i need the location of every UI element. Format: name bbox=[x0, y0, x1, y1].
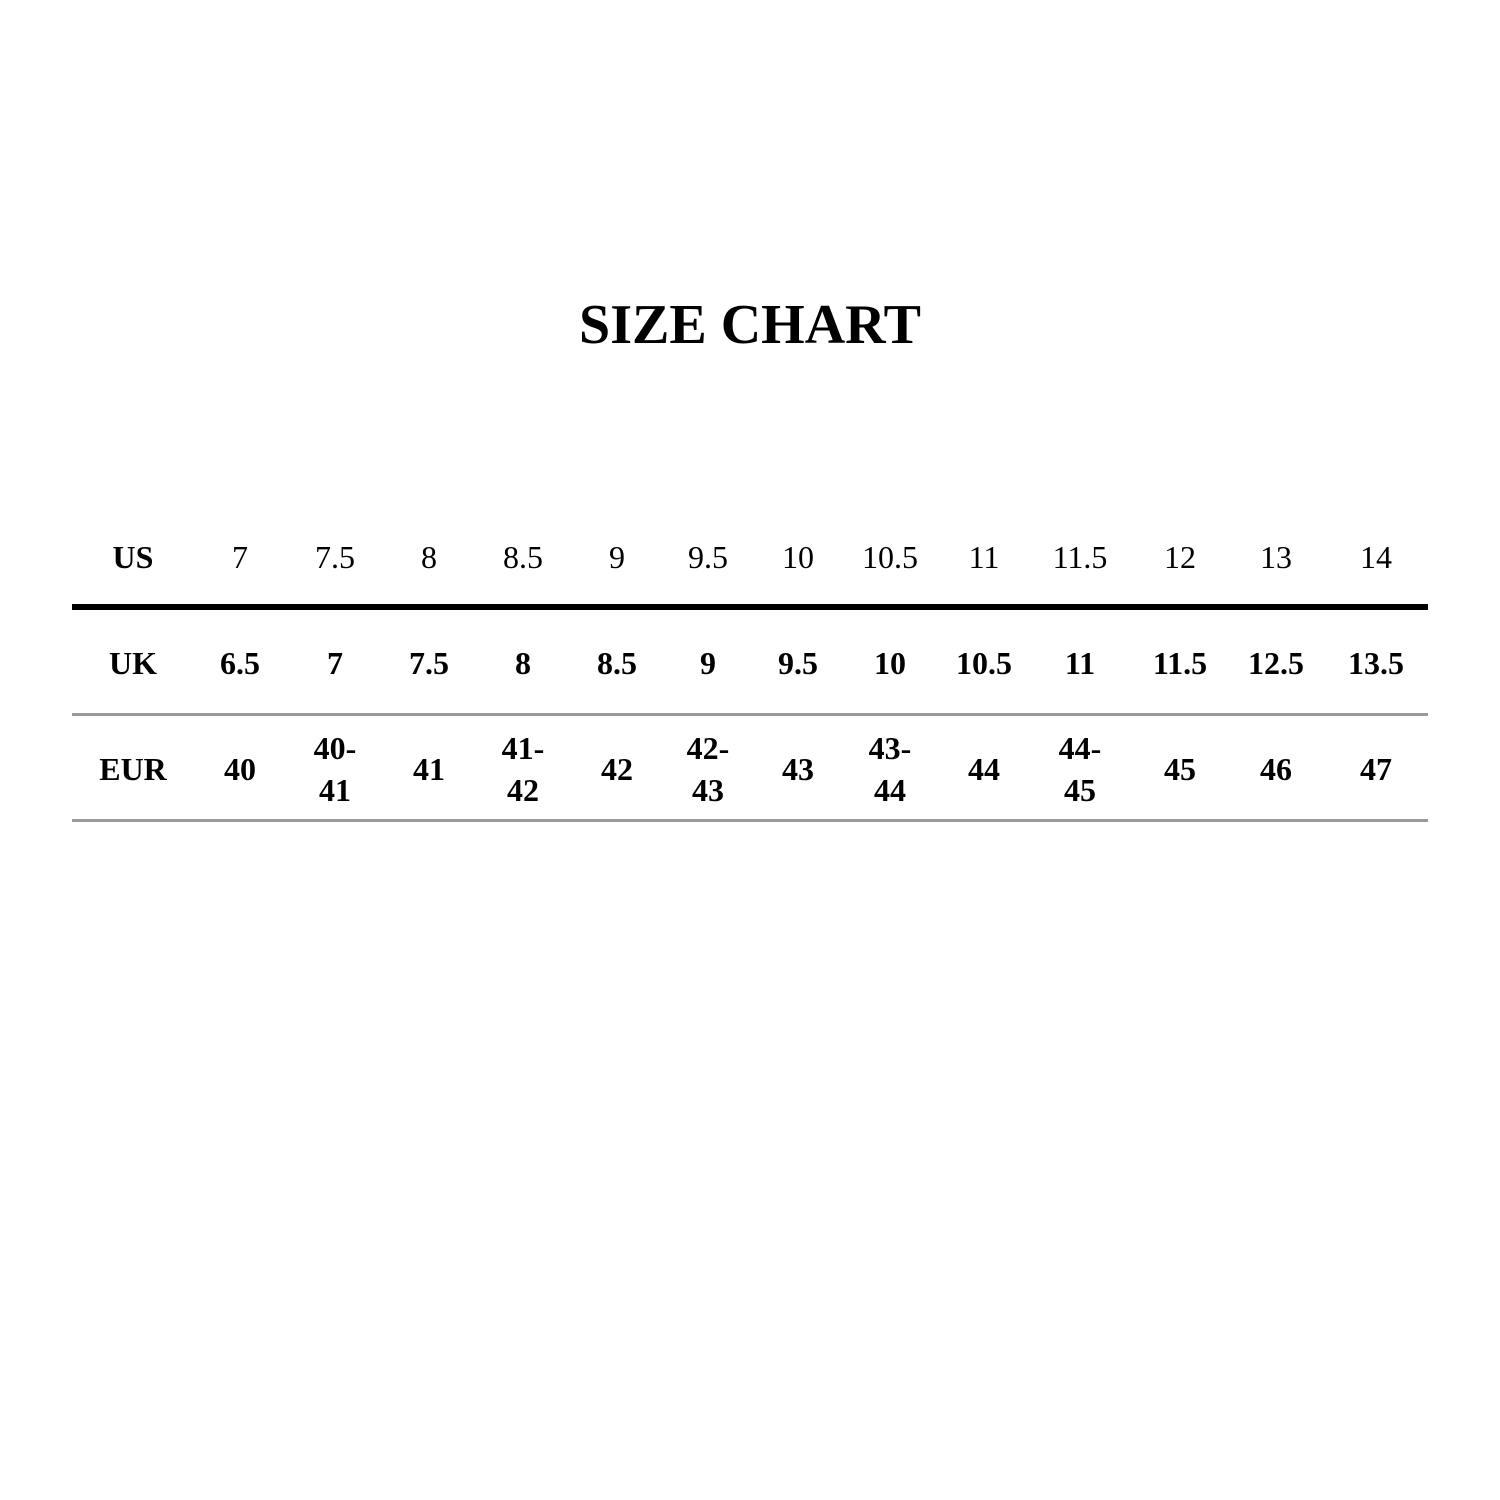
row-divider bbox=[72, 713, 1428, 716]
size-cell: 10.5 bbox=[956, 645, 1012, 681]
size-cell: 12 bbox=[1164, 539, 1196, 575]
size-cell: 9.5 bbox=[778, 645, 818, 681]
size-cell: 42 bbox=[601, 751, 633, 787]
size-cell: 11.5 bbox=[1052, 539, 1108, 575]
size-cell: 41 bbox=[413, 751, 445, 787]
size-cell: 10.5 bbox=[862, 539, 918, 575]
size-cell: 8.5 bbox=[597, 645, 637, 681]
size-cell: 41- 42 bbox=[501, 730, 545, 808]
size-cell: 7 bbox=[232, 539, 248, 575]
size-cell: 44- 45 bbox=[1058, 730, 1102, 808]
size-cell: 8 bbox=[515, 645, 531, 681]
row-divider bbox=[72, 819, 1428, 822]
size-cell: 11 bbox=[968, 539, 1000, 575]
row-label: US bbox=[112, 539, 154, 575]
size-cell: 9.5 bbox=[688, 539, 728, 575]
size-cell: 11.5 bbox=[1152, 645, 1208, 681]
size-cell: 9 bbox=[700, 645, 716, 681]
size-cell: 7.5 bbox=[409, 645, 449, 681]
row-label: EUR bbox=[99, 751, 167, 787]
size-cell: 10 bbox=[782, 539, 814, 575]
size-cell: 13.5 bbox=[1348, 645, 1404, 681]
header-divider bbox=[72, 604, 1428, 610]
size-cell: 40 bbox=[224, 751, 256, 787]
size-cell: 7.5 bbox=[315, 539, 355, 575]
page-title: SIZE CHART bbox=[579, 294, 921, 356]
size-cell: 8 bbox=[421, 539, 437, 575]
size-cell: 45 bbox=[1164, 751, 1196, 787]
size-cell: 13 bbox=[1260, 539, 1292, 575]
size-cell: 46 bbox=[1260, 751, 1292, 787]
size-cell: 11 bbox=[1064, 645, 1096, 681]
size-cell: 6.5 bbox=[220, 645, 260, 681]
size-cell: 47 bbox=[1360, 751, 1392, 787]
size-cell: 12.5 bbox=[1248, 645, 1304, 681]
size-cell: 43- 44 bbox=[868, 730, 912, 808]
size-cell: 8.5 bbox=[503, 539, 543, 575]
size-cell: 7 bbox=[327, 645, 343, 681]
size-cell: 10 bbox=[874, 645, 906, 681]
row-label: UK bbox=[109, 645, 157, 681]
size-cell: 40- 41 bbox=[313, 730, 357, 808]
size-cell: 9 bbox=[609, 539, 625, 575]
size-cell: 14 bbox=[1360, 539, 1392, 575]
size-cell: 44 bbox=[968, 751, 1000, 787]
size-cell: 43 bbox=[782, 751, 814, 787]
size-cell: 42- 43 bbox=[686, 730, 730, 808]
